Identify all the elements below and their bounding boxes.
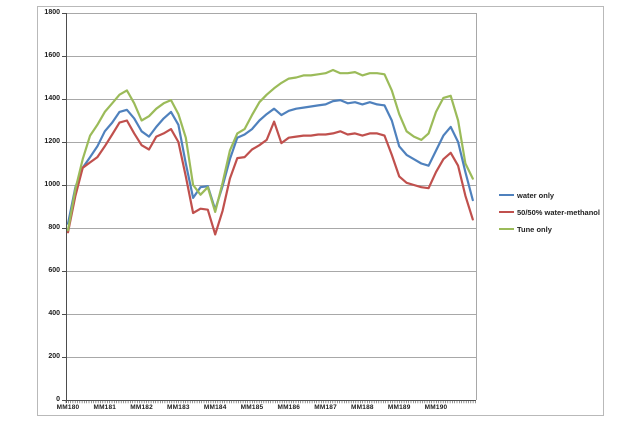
x-tick-label: MM182 <box>130 404 153 411</box>
legend-item: water only <box>499 190 600 200</box>
legend-label: Tune only <box>517 224 552 234</box>
y-tick-label: 1200 <box>44 138 60 145</box>
x-tick-label: MM188 <box>351 404 374 411</box>
y-tick-label: 400 <box>48 310 60 317</box>
x-tick-label: MM186 <box>277 404 301 411</box>
series-line-tune-only <box>66 68 474 232</box>
legend-item: 50/50% water-methanol <box>499 207 600 217</box>
legend-line-swatch-icon <box>499 210 514 214</box>
x-tick-label: MM180 <box>56 404 80 411</box>
y-tick-label: 1800 <box>44 9 60 16</box>
x-tick-label: MM184 <box>203 404 227 411</box>
legend-line-swatch-icon <box>499 227 514 231</box>
x-tick-label: MM190 <box>424 404 448 411</box>
y-tick-label: 1600 <box>44 52 60 59</box>
legend-label: 50/50% water-methanol <box>517 207 600 217</box>
x-minor-ticks <box>65 401 476 404</box>
legend: water only 50/50% water-methanol Tune only <box>499 190 600 241</box>
y-tick-label: 0 <box>56 396 60 403</box>
x-tick-label: MM181 <box>93 404 117 411</box>
x-tick-label: MM187 <box>314 404 337 411</box>
legend-label: water only <box>517 190 555 200</box>
y-tick-label: 1400 <box>44 95 60 102</box>
x-tick-label: MM189 <box>387 404 411 411</box>
x-tick-label: MM185 <box>240 404 264 411</box>
y-tick-label: 1000 <box>44 181 60 188</box>
y-tick-label: 200 <box>48 353 60 360</box>
legend-line-swatch-icon <box>499 193 514 197</box>
series-line-water-only <box>66 98 474 225</box>
legend-item: Tune only <box>499 224 600 234</box>
series-line-50-50-water-methanol <box>66 119 474 236</box>
y-tick-label: 800 <box>48 224 60 231</box>
y-tick-label: 600 <box>48 267 60 274</box>
x-tick-label: MM183 <box>167 404 190 411</box>
